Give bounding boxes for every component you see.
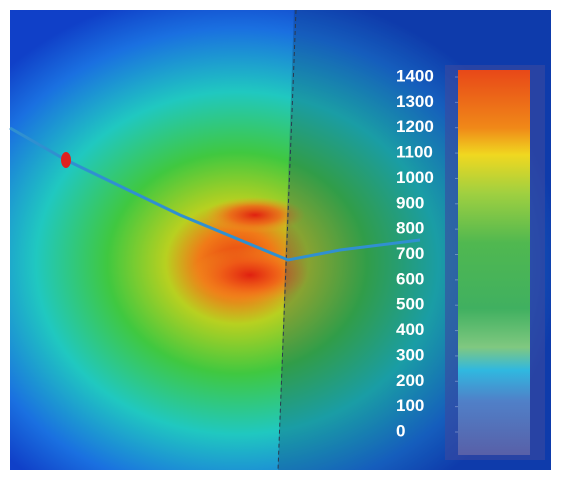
colorbar-tick-label: 1200: [396, 117, 434, 136]
colorbar-tick-label: 600: [396, 269, 424, 288]
colorbar-tick-label: 200: [396, 371, 424, 390]
colorbar-tick-label: 1400: [396, 66, 434, 85]
colorbar-tick-label: 1100: [396, 143, 433, 162]
colorbar-tick-label: 900: [396, 193, 424, 212]
colorbar-tick-label: 1300: [396, 92, 434, 111]
colorbar-tick-label: 1000: [396, 168, 434, 187]
colorbar-tick-label: 700: [396, 244, 424, 263]
colorbar-tick-label: 400: [396, 320, 424, 339]
crack-tip: [61, 152, 71, 168]
colorbar: [458, 70, 530, 455]
colorbar-tick-label: 500: [396, 295, 424, 314]
colorbar-tick-label: 0: [396, 421, 405, 440]
colorbar-tick-label: 300: [396, 345, 424, 364]
chart: 0 100 200 300 400 500 600 700 800 900 1000 1100 1200…: [0, 0, 561, 479]
colorbar-tick-label: 800: [396, 219, 424, 238]
colorbar-tick-label: 100: [396, 396, 424, 415]
